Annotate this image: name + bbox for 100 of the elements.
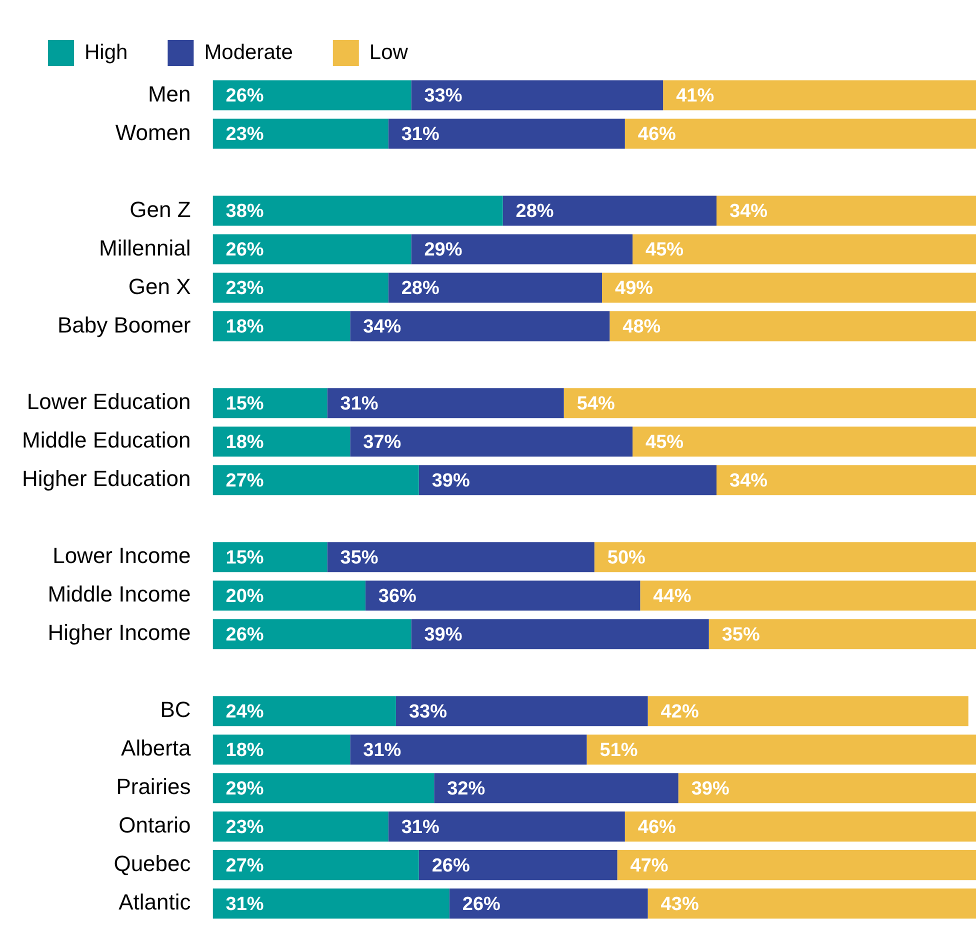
- data-label: 29%: [424, 239, 462, 260]
- data-label: 28%: [516, 200, 554, 222]
- legend-label: High: [84, 40, 128, 64]
- data-label: 39%: [432, 470, 470, 492]
- y-tick-label: Millennial: [99, 235, 191, 260]
- bar: [365, 580, 640, 611]
- data-label: 46%: [638, 124, 676, 145]
- data-label: 45%: [646, 239, 684, 260]
- bar: [350, 734, 587, 765]
- y-tick-label: Gen Z: [130, 196, 191, 222]
- data-label: 31%: [401, 816, 440, 838]
- bar: [418, 465, 716, 496]
- bar: [716, 465, 976, 496]
- data-label: 32%: [447, 778, 486, 800]
- bar: [350, 426, 633, 457]
- bar: [212, 773, 434, 804]
- data-label: 45%: [646, 432, 684, 453]
- bar: [212, 619, 412, 650]
- bar: [663, 80, 976, 110]
- data-label: 39%: [691, 778, 730, 800]
- data-label: 23%: [226, 278, 264, 299]
- bar: [212, 311, 350, 342]
- bar: [640, 580, 976, 611]
- bar: [564, 388, 976, 418]
- data-label: 31%: [401, 124, 440, 145]
- bar: [212, 734, 350, 765]
- data-label: 18%: [226, 740, 264, 761]
- data-label: 18%: [226, 432, 264, 453]
- data-label: 29%: [226, 778, 264, 800]
- data-label: 49%: [615, 278, 654, 299]
- bar: [212, 812, 388, 842]
- data-label: 47%: [630, 855, 668, 876]
- data-label: 46%: [638, 816, 676, 838]
- legend-label: Moderate: [204, 40, 293, 64]
- bar: [212, 388, 328, 418]
- data-label: 15%: [226, 547, 264, 568]
- data-label: 27%: [226, 470, 264, 492]
- bar: [610, 311, 976, 342]
- y-tick-label: Men: [148, 81, 191, 106]
- data-label: 35%: [340, 547, 378, 568]
- y-tick-label: Lower Education: [26, 389, 191, 414]
- y-tick-label: Women: [115, 120, 191, 145]
- bar: [212, 465, 419, 496]
- y-tick-label: Prairies: [116, 774, 191, 800]
- bar: [594, 542, 976, 572]
- bar: [212, 696, 396, 726]
- bar: [411, 80, 664, 110]
- data-label: 39%: [424, 624, 462, 646]
- bar: [648, 696, 968, 726]
- bar: [388, 812, 625, 842]
- bar: [212, 850, 419, 880]
- bar: [327, 388, 564, 418]
- y-tick-label: Alberta: [121, 736, 192, 761]
- legend-label: Low: [369, 40, 409, 64]
- data-label: 37%: [363, 432, 402, 453]
- y-tick-label: Middle Education: [22, 428, 191, 453]
- data-label: 26%: [226, 624, 264, 646]
- y-tick-label: Quebec: [114, 851, 191, 876]
- data-label: 43%: [660, 894, 699, 915]
- data-label: 31%: [340, 393, 378, 414]
- bar: [434, 773, 678, 804]
- y-tick-label: Middle Income: [48, 582, 191, 607]
- data-label: 18%: [226, 316, 264, 338]
- bar: [586, 734, 976, 765]
- bar: [708, 619, 976, 650]
- data-label: 28%: [401, 278, 440, 299]
- data-label: 26%: [432, 855, 470, 876]
- y-tick-label: Higher Income: [48, 620, 191, 646]
- bar: [648, 888, 976, 919]
- bar: [212, 80, 412, 110]
- data-label: 26%: [462, 894, 501, 915]
- bar: [396, 696, 648, 726]
- bar: [388, 118, 625, 149]
- bar: [212, 580, 366, 611]
- bar: [411, 619, 709, 650]
- data-label: 35%: [722, 624, 760, 646]
- data-label: 48%: [622, 316, 661, 338]
- bar: [212, 888, 450, 919]
- y-tick-label: Lower Income: [52, 543, 191, 568]
- data-label: 34%: [730, 470, 768, 492]
- data-label: 41%: [676, 85, 714, 106]
- y-tick-label: Baby Boomer: [57, 312, 191, 338]
- data-label: 31%: [226, 894, 264, 915]
- data-label: 23%: [226, 124, 264, 145]
- bar: [617, 850, 976, 880]
- bar: [212, 196, 503, 226]
- bar: [602, 272, 976, 303]
- data-label: 26%: [226, 239, 264, 260]
- bar: [632, 426, 976, 457]
- bar: [418, 850, 618, 880]
- data-label: 20%: [226, 586, 264, 607]
- y-tick-label: BC: [160, 697, 191, 722]
- bar: [212, 426, 350, 457]
- bar: [411, 234, 633, 264]
- bar: [632, 234, 976, 264]
- data-label: 54%: [576, 393, 615, 414]
- data-label: 44%: [653, 586, 692, 607]
- bar: [624, 118, 976, 149]
- bar: [350, 311, 610, 342]
- data-label: 23%: [226, 816, 264, 838]
